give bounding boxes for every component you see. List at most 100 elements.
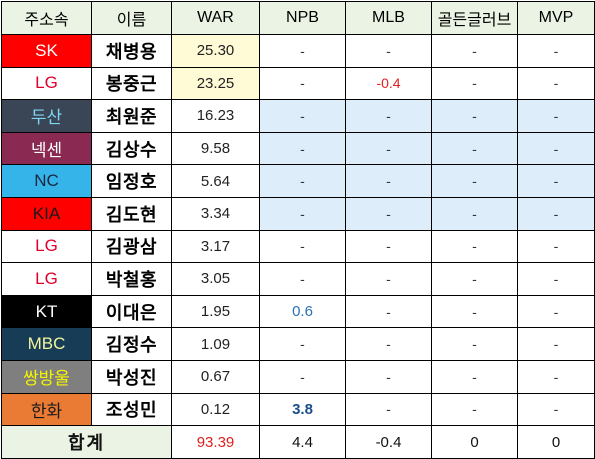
war-cell: 5.64 bbox=[171, 164, 260, 198]
player-name-cell: 조성민 bbox=[91, 392, 172, 427]
team-cell: 한화 bbox=[1, 392, 92, 427]
mvp-cell: - bbox=[517, 34, 595, 68]
mvp-cell: - bbox=[517, 392, 595, 427]
player-name-cell: 박성진 bbox=[91, 359, 172, 394]
mlb-cell: - bbox=[345, 99, 432, 133]
npb-cell: - bbox=[259, 229, 346, 264]
mlb-cell: - bbox=[345, 262, 432, 296]
npb-cell: 3.8 bbox=[259, 392, 346, 427]
team-cell: SK bbox=[1, 34, 92, 68]
mvp-cell: - bbox=[517, 359, 595, 394]
golden-glove-cell: - bbox=[431, 294, 518, 329]
total-war-cell: 93.39 bbox=[171, 425, 260, 459]
mlb-cell: - bbox=[345, 327, 432, 361]
table-row: SK 채병용 25.30- - - - bbox=[1, 34, 595, 68]
header-npb: NPB bbox=[259, 1, 346, 35]
golden-glove-cell: - bbox=[431, 66, 518, 101]
team-cell: KT bbox=[1, 294, 92, 329]
mvp-cell: - bbox=[517, 262, 595, 296]
team-cell: LG bbox=[1, 262, 92, 296]
golden-glove-cell: - bbox=[431, 359, 518, 394]
npb-cell: - bbox=[259, 359, 346, 394]
npb-cell: - bbox=[259, 131, 346, 166]
war-cell: 9.58 bbox=[171, 131, 260, 166]
team-cell: NC bbox=[1, 164, 92, 198]
player-name-cell: 김도현 bbox=[91, 196, 172, 231]
mvp-cell: - bbox=[517, 327, 595, 361]
war-cell: 23.25 bbox=[171, 66, 260, 101]
player-name-cell: 임정호 bbox=[91, 164, 172, 198]
header-name: 이름 bbox=[91, 1, 172, 35]
team-cell: KIA bbox=[1, 196, 92, 231]
total-label: 합계 bbox=[1, 425, 172, 459]
golden-glove-cell: - bbox=[431, 327, 518, 361]
war-cell: 25.30 bbox=[171, 34, 260, 68]
mlb-cell: - bbox=[345, 359, 432, 394]
header-mlb: MLB bbox=[345, 1, 432, 35]
table-row: LG 박철홍 3.05- - - - bbox=[1, 262, 595, 296]
total-mlb-cell: -0.4 bbox=[345, 425, 432, 459]
player-name-cell: 채병용 bbox=[91, 34, 172, 68]
mlb-cell: -0.4 bbox=[345, 66, 432, 101]
table-row: KT 이대은 1.95 0.6- - - bbox=[1, 294, 595, 329]
mvp-cell: - bbox=[517, 66, 595, 101]
header-golden-glove: 골든글러브 bbox=[431, 1, 518, 35]
table-row: LG 봉중근 23.25- -0.4- - bbox=[1, 66, 595, 101]
mlb-cell: - bbox=[345, 196, 432, 231]
team-cell: LG bbox=[1, 229, 92, 264]
war-cell: 3.05 bbox=[171, 262, 260, 296]
npb-cell: - bbox=[259, 164, 346, 198]
golden-glove-cell: - bbox=[431, 99, 518, 133]
table-row: MBC 김정수 1.09- - - - bbox=[1, 327, 595, 361]
golden-glove-cell: - bbox=[431, 229, 518, 264]
npb-cell: - bbox=[259, 66, 346, 101]
player-name-cell: 김광삼 bbox=[91, 229, 172, 264]
war-cell: 0.67 bbox=[171, 359, 260, 394]
player-name-cell: 박철홍 bbox=[91, 262, 172, 296]
mvp-cell: - bbox=[517, 164, 595, 198]
mvp-cell: - bbox=[517, 229, 595, 264]
header-team: 주소속 bbox=[1, 1, 92, 35]
header-row: 주소속 이름 WAR NPB MLB 골든글러브 MVP bbox=[1, 1, 595, 35]
mlb-cell: - bbox=[345, 164, 432, 198]
player-name-cell: 봉중근 bbox=[91, 66, 172, 101]
war-cell: 3.17 bbox=[171, 229, 260, 264]
golden-glove-cell: - bbox=[431, 262, 518, 296]
golden-glove-cell: - bbox=[431, 164, 518, 198]
golden-glove-cell: - bbox=[431, 131, 518, 166]
npb-cell: - bbox=[259, 327, 346, 361]
npb-cell: - bbox=[259, 34, 346, 68]
table-row: 두산 최원준 16.23- - - - bbox=[1, 99, 595, 133]
mlb-cell: - bbox=[345, 294, 432, 329]
header-war: WAR bbox=[171, 1, 260, 35]
table-row: NC 임정호 5.64- - - - bbox=[1, 164, 595, 198]
total-row: 합계 93.39 4.4 -0.4 0 0 bbox=[1, 425, 595, 459]
mvp-cell: - bbox=[517, 99, 595, 133]
mvp-cell: - bbox=[517, 196, 595, 231]
war-cell: 0.12 bbox=[171, 392, 260, 427]
npb-cell: 0.6 bbox=[259, 294, 346, 329]
mvp-cell: - bbox=[517, 294, 595, 329]
total-npb-cell: 4.4 bbox=[259, 425, 346, 459]
war-cell: 1.95 bbox=[171, 294, 260, 329]
team-cell: 쌍방울 bbox=[1, 359, 92, 394]
table-row: LG 김광삼 3.17- - - - bbox=[1, 229, 595, 264]
mlb-cell: - bbox=[345, 34, 432, 68]
team-cell: 넥센 bbox=[1, 131, 92, 166]
team-cell: MBC bbox=[1, 327, 92, 361]
npb-cell: - bbox=[259, 99, 346, 133]
mvp-cell: - bbox=[517, 131, 595, 166]
golden-glove-cell: - bbox=[431, 392, 518, 427]
npb-cell: - bbox=[259, 262, 346, 296]
player-name-cell: 이대은 bbox=[91, 294, 172, 329]
war-cell: 3.34 bbox=[171, 196, 260, 231]
table-row: 넥센 김상수 9.58- - - - bbox=[1, 131, 595, 166]
table-row: 쌍방울 박성진 0.67- - - - bbox=[1, 359, 595, 394]
golden-glove-cell: - bbox=[431, 196, 518, 231]
table-row: KIA 김도현 3.34- - - - bbox=[1, 196, 595, 231]
table-row: 한화 조성민 0.12 3.8- - - bbox=[1, 392, 595, 427]
mlb-cell: - bbox=[345, 392, 432, 427]
golden-glove-cell: - bbox=[431, 34, 518, 68]
total-golden-glove-cell: 0 bbox=[431, 425, 518, 459]
